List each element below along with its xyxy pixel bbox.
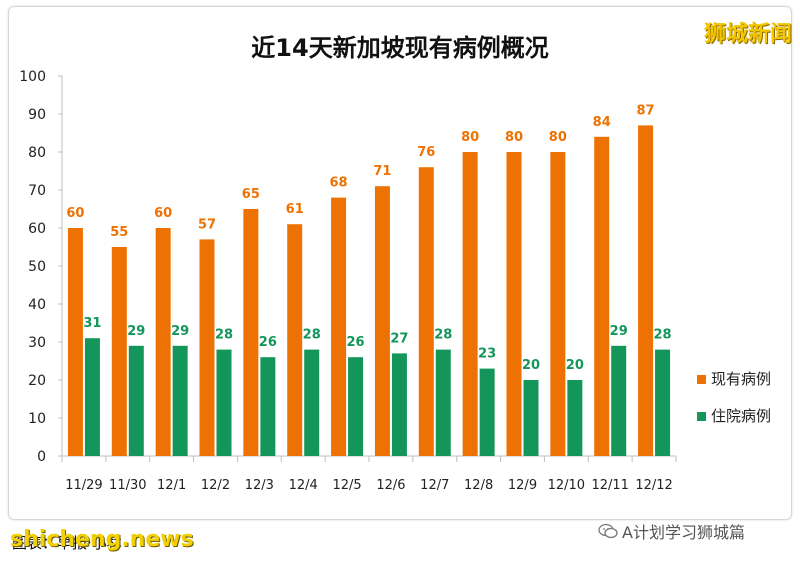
wechat-account-name: A计划学习狮城篇 [622,523,745,542]
bar-hospitalized [567,380,583,456]
bars: 60 55 60 57 65 61 68 71 76 80 80 80 84 87 31 29 29 28 26 28… [66,103,672,457]
x-tick-label: 12/12 [635,478,672,493]
chart-frame [8,6,792,520]
data-label: 71 [373,164,391,179]
bar-hospitalized [611,345,627,456]
data-label: 84 [593,115,611,130]
bar-hospitalized [348,357,364,456]
data-label: 27 [390,331,408,346]
bar-hospitalized [479,368,495,456]
data-label: 31 [83,316,101,331]
x-tick-label: 12/5 [332,478,361,493]
bar-current-cases [638,125,654,457]
x-tick-label: 12/3 [245,478,274,493]
x-tick-label: 12/6 [376,478,405,493]
footer-source: 图表：早报·小林 [12,534,122,552]
y-tick-label: 40 [28,297,46,313]
chart-title: 近14天新加坡现有病例概况 [251,34,548,62]
x-tick-label: 11/29 [65,478,102,493]
bar-current-cases [331,197,347,456]
legend-label: 现有病例 [711,370,771,388]
x-tick-label: 12/10 [548,478,585,493]
bar-current-cases [374,186,390,456]
bar-current-cases [287,224,303,456]
data-label: 20 [566,358,584,373]
data-label: 61 [286,202,304,217]
data-label: 26 [259,335,277,350]
legend-label: 住院病例 [711,407,771,425]
bar-hospitalized [84,338,100,456]
data-label: 80 [461,130,479,145]
y-tick-label: 70 [28,183,46,199]
y-tick-label: 100 [19,69,46,85]
bar-hospitalized [304,349,320,456]
bar-hospitalized [655,349,671,456]
legend-swatch [697,412,706,421]
bar-current-cases [550,152,566,456]
data-label: 26 [347,335,365,350]
data-label: 20 [522,358,540,373]
y-tick-label: 0 [37,449,46,465]
y-tick-label: 80 [28,145,46,161]
bar-current-cases [155,228,171,456]
data-label: 28 [434,328,452,343]
wechat-icon [598,523,618,539]
data-label: 60 [154,206,172,221]
data-label: 57 [198,217,216,232]
y-tick-label: 10 [28,411,46,427]
x-tick-label: 12/1 [157,478,186,493]
y-tick-label: 50 [28,259,46,275]
data-label: 80 [505,130,523,145]
data-label: 55 [110,225,128,240]
bar-hospitalized [391,353,407,456]
data-label: 65 [242,187,260,202]
x-tick-label: 12/7 [420,478,449,493]
bar-hospitalized [216,349,232,456]
x-tick-label: 12/8 [464,478,493,493]
data-label: 29 [610,324,628,339]
data-label: 23 [478,347,496,362]
footer-site-watermark: shicheng.news [10,527,194,552]
axes: 0 10 20 30 40 50 60 70 80 90 100 11/29 11/30 12/1 12/2… [19,69,677,493]
bar-hospitalized [172,345,188,456]
brand-label: 狮城新闻 [703,22,792,47]
bar-current-cases [111,247,127,456]
x-tick-label: 11/30 [109,478,146,493]
bar-hospitalized [523,380,539,456]
bar-current-cases [594,136,610,457]
y-tick-label: 20 [28,373,46,389]
x-tick-label: 12/9 [508,478,537,493]
data-label: 28 [303,328,321,343]
legend-swatch [697,375,706,384]
bar-current-cases [243,209,259,456]
x-tick-label: 12/4 [289,478,318,493]
y-tick-label: 60 [28,221,46,237]
bar-current-cases [67,228,83,456]
bar-hospitalized [260,357,276,456]
y-tick-label: 90 [28,107,46,123]
y-tick-label: 30 [28,335,46,351]
bar-current-cases [462,152,478,456]
data-label: 80 [549,130,567,145]
bar-hospitalized [128,345,144,456]
data-label: 87 [637,103,655,118]
bar-hospitalized [435,349,451,456]
bar-current-cases [418,167,434,456]
data-label: 28 [215,328,233,343]
data-label: 68 [330,176,348,191]
x-tick-label: 12/2 [201,478,230,493]
data-label: 29 [171,324,189,339]
bar-current-cases [199,239,215,456]
footer-wechat: A计划学习狮城篇 [598,519,745,543]
x-tick-label: 12/11 [591,478,628,493]
data-label: 28 [654,328,672,343]
bar-current-cases [506,152,522,456]
data-label: 60 [66,206,84,221]
data-label: 29 [127,324,145,339]
data-label: 76 [417,145,435,160]
